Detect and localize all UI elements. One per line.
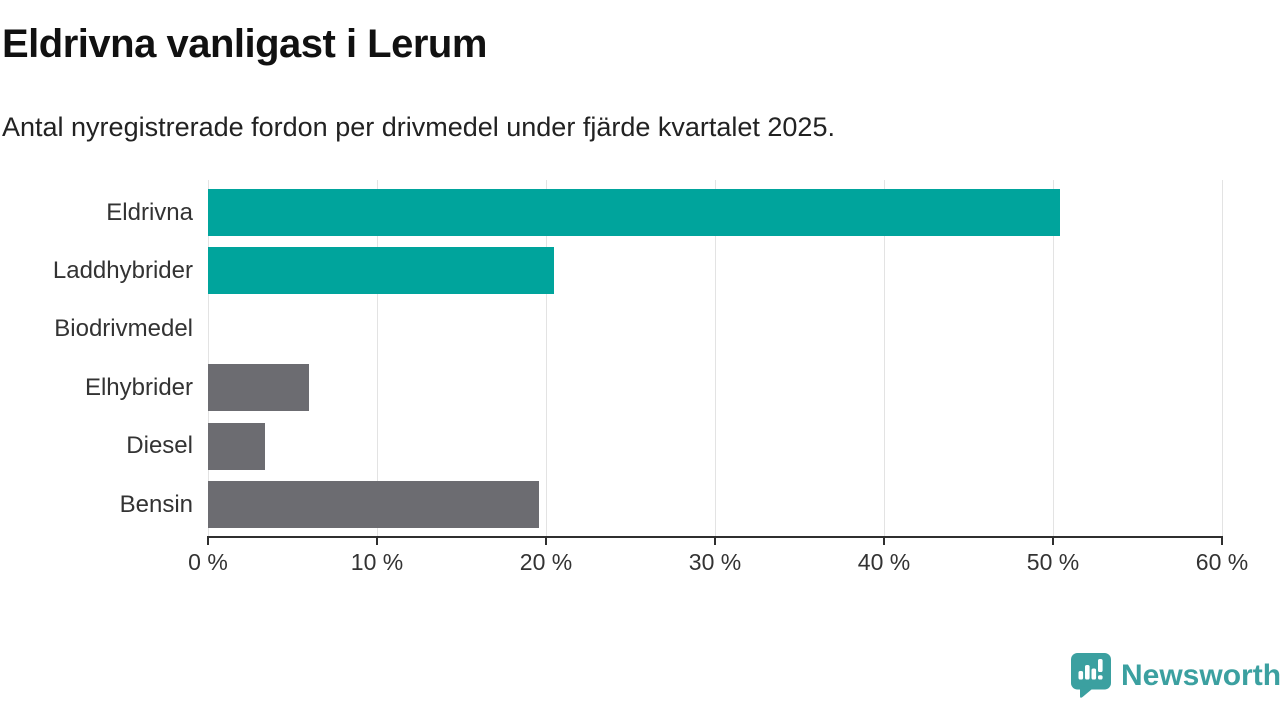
category-label: Laddhybrider bbox=[52, 256, 193, 284]
x-axis-tick-label: 20 % bbox=[519, 549, 573, 575]
gridline bbox=[714, 180, 716, 536]
x-axis-tick-label: 30 % bbox=[688, 549, 742, 575]
gridline bbox=[1052, 180, 1054, 536]
plot-area: 0 % 10 % 20 % 30 % 40 % 50 % 60 % Eldrivna Laddh… bbox=[53, 180, 1248, 575]
chart-title: Eldrivna vanligast i Lerum bbox=[2, 22, 487, 66]
category-label: Eldrivna bbox=[106, 198, 193, 226]
x-axis-line bbox=[207, 536, 1223, 538]
category-label: Diesel bbox=[126, 432, 193, 460]
gridline bbox=[207, 180, 209, 536]
bar-elhybrider bbox=[208, 364, 310, 412]
category-label: Elhybrider bbox=[84, 373, 193, 401]
brand-logo: Newsworthy bbox=[1070, 652, 1280, 700]
x-axis-tick bbox=[1052, 538, 1054, 545]
gridline bbox=[376, 180, 378, 536]
category-label: Bensin bbox=[119, 490, 193, 518]
bar-eldrivna bbox=[208, 189, 1060, 236]
x-axis-tick-label: 0 % bbox=[188, 549, 228, 575]
x-axis-tick-label: 40 % bbox=[857, 549, 911, 575]
x-axis-tick bbox=[207, 538, 209, 545]
newsworthy-logo-icon bbox=[1071, 653, 1111, 698]
gridline bbox=[1221, 180, 1223, 536]
newsworthy-wordmark: Newsworthy bbox=[1121, 659, 1280, 692]
bar-laddhybrider bbox=[208, 247, 555, 295]
x-axis-tick bbox=[883, 538, 885, 545]
x-axis-tick bbox=[545, 538, 547, 545]
bar-diesel bbox=[208, 422, 266, 470]
gridline bbox=[545, 180, 547, 536]
x-axis-tick-label: 10 % bbox=[350, 549, 404, 575]
x-axis-tick-label: 60 % bbox=[1195, 549, 1249, 575]
bar-bensin bbox=[208, 481, 540, 528]
x-axis-tick bbox=[714, 538, 716, 545]
category-label: Biodrivmedel bbox=[54, 315, 193, 343]
gridline bbox=[883, 180, 885, 536]
x-axis-tick-label: 50 % bbox=[1026, 549, 1080, 575]
chart-subtitle: Antal nyregistrerade fordon per drivmede… bbox=[2, 112, 835, 142]
x-axis-tick bbox=[1221, 538, 1223, 545]
x-axis-tick bbox=[376, 538, 378, 545]
